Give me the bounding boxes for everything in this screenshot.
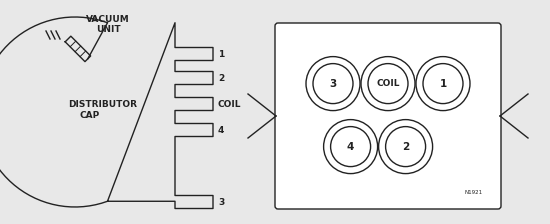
Circle shape xyxy=(331,127,371,167)
Circle shape xyxy=(323,120,378,174)
Circle shape xyxy=(306,57,360,111)
Text: 3: 3 xyxy=(329,79,337,89)
Text: 1: 1 xyxy=(439,79,447,89)
Circle shape xyxy=(378,120,433,174)
Text: 2: 2 xyxy=(402,142,409,152)
FancyBboxPatch shape xyxy=(275,23,501,209)
Text: 4: 4 xyxy=(347,142,354,152)
Text: DISTRIBUTOR: DISTRIBUTOR xyxy=(68,99,137,108)
Text: N1921: N1921 xyxy=(464,190,482,195)
Text: 2: 2 xyxy=(218,73,224,82)
Circle shape xyxy=(386,127,426,167)
Text: VACUUM: VACUUM xyxy=(86,15,130,24)
Text: COIL: COIL xyxy=(376,79,400,88)
Circle shape xyxy=(416,57,470,111)
Text: 1: 1 xyxy=(218,50,224,58)
Text: 3: 3 xyxy=(218,198,224,207)
Circle shape xyxy=(423,64,463,103)
Text: UNIT: UNIT xyxy=(96,24,120,34)
Text: COIL: COIL xyxy=(218,99,241,108)
Circle shape xyxy=(361,57,415,111)
Text: CAP: CAP xyxy=(80,110,100,119)
Circle shape xyxy=(368,64,408,103)
Text: 4: 4 xyxy=(218,125,224,134)
Circle shape xyxy=(313,64,353,103)
